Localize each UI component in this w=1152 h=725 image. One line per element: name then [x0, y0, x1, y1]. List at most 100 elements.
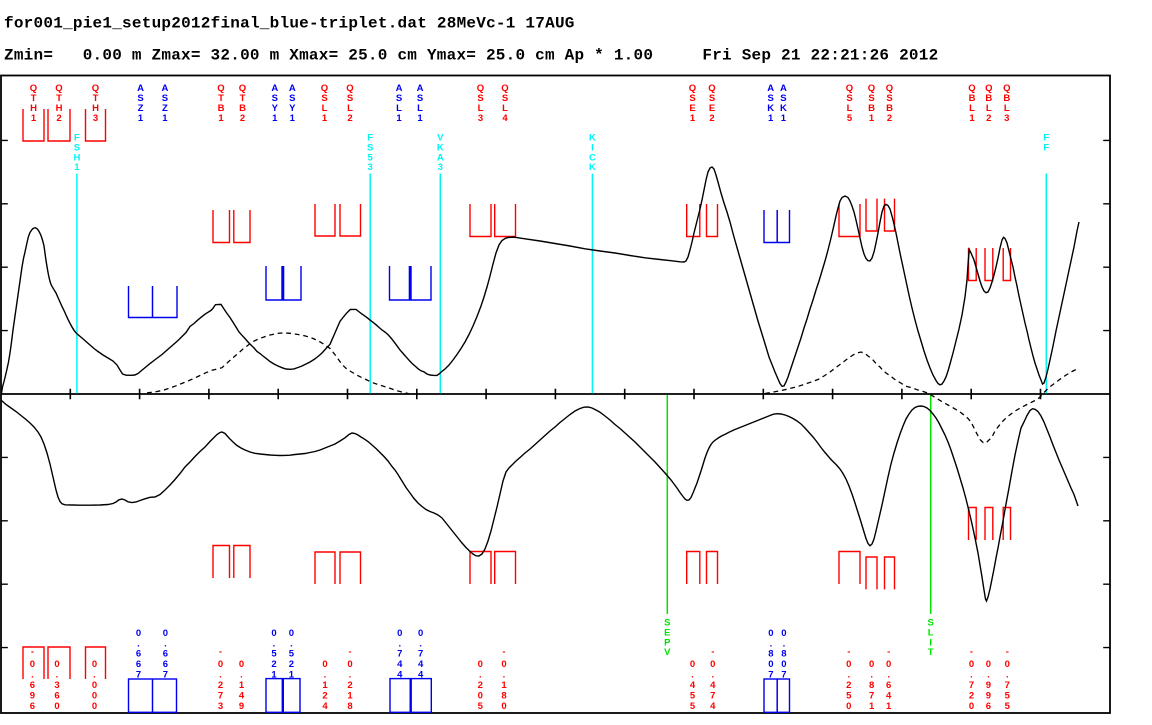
svg-text:L: L [986, 103, 992, 114]
svg-text:Q: Q [868, 83, 875, 94]
svg-text:-: - [219, 647, 222, 658]
svg-text:0: 0 [478, 659, 483, 670]
svg-text:K: K [589, 162, 596, 173]
svg-text:6: 6 [986, 701, 991, 712]
svg-text:S: S [846, 93, 852, 104]
svg-text:-: - [31, 647, 34, 658]
svg-text:.: . [273, 638, 276, 649]
svg-text:8: 8 [347, 701, 352, 712]
svg-text:L: L [417, 103, 423, 114]
svg-text:7: 7 [969, 680, 974, 691]
svg-text:0: 0 [478, 690, 483, 701]
svg-text:Z: Z [138, 103, 144, 114]
svg-text:H: H [92, 103, 99, 114]
svg-text:Q: Q [477, 83, 484, 94]
svg-text:Q: Q [846, 83, 853, 94]
svg-text:Q: Q [30, 83, 37, 94]
svg-text:3: 3 [368, 162, 373, 173]
svg-text:F: F [74, 132, 80, 143]
svg-text:S: S [689, 93, 695, 104]
svg-text:0: 0 [781, 628, 786, 639]
svg-text:A: A [437, 152, 444, 163]
svg-text:B: B [969, 93, 976, 104]
svg-text:.: . [349, 670, 352, 681]
svg-text:2: 2 [846, 680, 851, 691]
svg-text:4: 4 [322, 701, 328, 712]
svg-text:E: E [664, 627, 670, 638]
svg-text:0: 0 [239, 659, 244, 670]
svg-text:T: T [928, 647, 934, 658]
svg-text:K: K [589, 132, 596, 143]
svg-text:2: 2 [56, 113, 61, 124]
svg-text:4: 4 [239, 690, 245, 701]
svg-text:3: 3 [1004, 113, 1009, 124]
svg-text:.: . [479, 670, 482, 681]
svg-text:L: L [502, 103, 508, 114]
svg-text:1: 1 [501, 680, 507, 691]
svg-text:1: 1 [31, 113, 37, 124]
svg-text:Q: Q [886, 83, 893, 94]
svg-text:0: 0 [690, 659, 695, 670]
svg-text:.: . [847, 670, 850, 681]
svg-text:8: 8 [501, 690, 506, 701]
svg-text:B: B [218, 103, 225, 114]
svg-text:S: S [272, 93, 278, 104]
svg-text:I: I [929, 637, 932, 648]
svg-text:8: 8 [768, 649, 773, 660]
svg-text:2: 2 [347, 113, 352, 124]
svg-text:6: 6 [54, 690, 59, 701]
svg-text:1: 1 [396, 113, 402, 124]
svg-text:1: 1 [74, 162, 80, 173]
svg-text:1: 1 [290, 113, 296, 124]
svg-text:.: . [887, 670, 890, 681]
svg-text:0: 0 [92, 701, 97, 712]
svg-text:0: 0 [92, 659, 97, 670]
svg-text:4: 4 [397, 659, 403, 670]
svg-text:1: 1 [347, 690, 353, 701]
svg-text:L: L [1004, 103, 1010, 114]
svg-text:2: 2 [347, 680, 352, 691]
svg-text:Z: Z [162, 103, 168, 114]
svg-text:.: . [987, 670, 990, 681]
svg-text:-: - [847, 647, 850, 658]
svg-text:6: 6 [30, 701, 35, 712]
svg-text:1: 1 [162, 113, 168, 124]
svg-text:0: 0 [92, 680, 97, 691]
svg-text:4: 4 [710, 701, 716, 712]
svg-text:S: S [417, 93, 423, 104]
svg-text:9: 9 [986, 680, 991, 691]
svg-text:T: T [31, 93, 37, 104]
svg-text:S: S [768, 93, 774, 104]
svg-text:7: 7 [163, 670, 168, 681]
svg-text:0: 0 [846, 701, 851, 712]
svg-text:.: . [137, 638, 140, 649]
svg-text:S: S [664, 617, 670, 628]
svg-text:2: 2 [240, 113, 245, 124]
svg-text:2: 2 [887, 113, 892, 124]
svg-text:S: S [477, 93, 483, 104]
svg-text:S: S [780, 93, 786, 104]
svg-text:6: 6 [163, 649, 168, 660]
svg-text:5: 5 [690, 701, 696, 712]
svg-text:.: . [970, 670, 973, 681]
svg-text:2: 2 [322, 690, 327, 701]
svg-text:S: S [162, 93, 168, 104]
svg-text:0: 0 [846, 659, 851, 670]
svg-text:1: 1 [239, 680, 245, 691]
svg-text:.: . [770, 638, 773, 649]
svg-text:0: 0 [30, 659, 35, 670]
svg-text:0: 0 [218, 659, 223, 670]
svg-text:.: . [398, 638, 401, 649]
svg-text:L: L [969, 103, 975, 114]
svg-text:.: . [783, 638, 786, 649]
svg-text:5: 5 [271, 649, 277, 660]
svg-text:.: . [503, 670, 506, 681]
svg-text:S: S [502, 93, 508, 104]
svg-text:A: A [767, 83, 774, 94]
svg-text:S: S [396, 93, 402, 104]
svg-text:.: . [93, 670, 96, 681]
svg-text:2: 2 [271, 659, 276, 670]
svg-text:B: B [985, 93, 992, 104]
svg-text:Q: Q [321, 83, 328, 94]
svg-text:E: E [709, 103, 715, 114]
